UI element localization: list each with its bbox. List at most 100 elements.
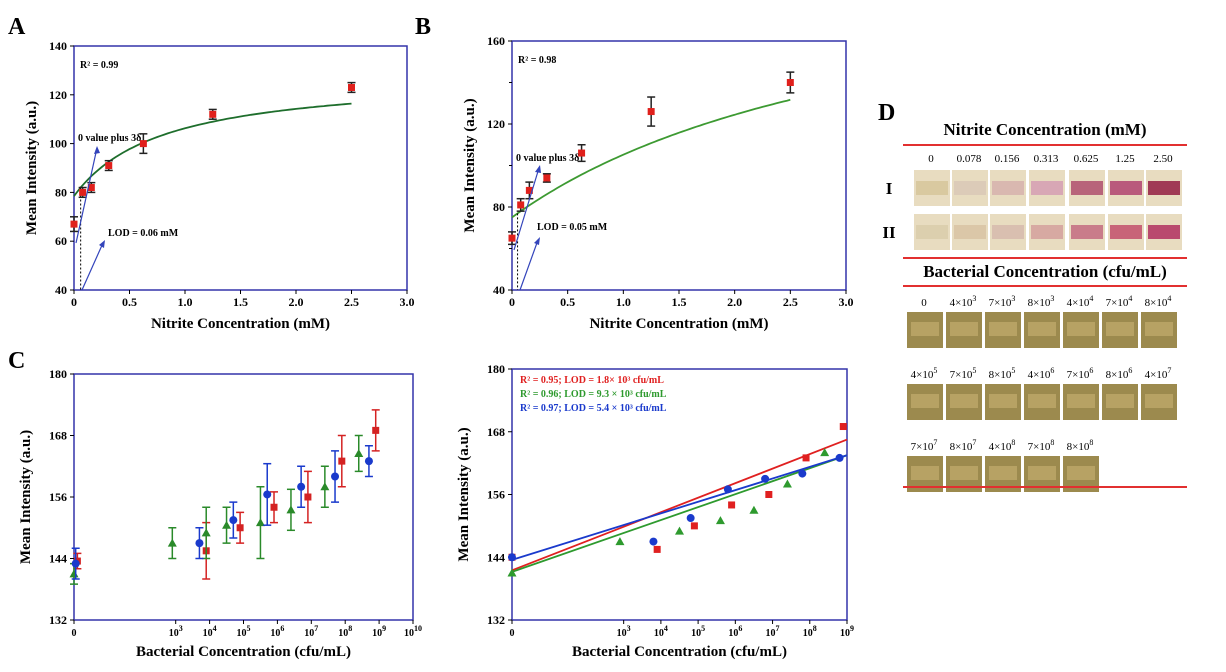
x-tick-label: 1010 — [404, 624, 422, 639]
y-tick-label: 120 — [487, 117, 505, 131]
x-tick-label: 108 — [338, 624, 352, 639]
data-point — [507, 568, 517, 577]
bacterial-level-label: 4×107 — [1145, 366, 1172, 381]
bacterial-level-label: 7×103 — [989, 294, 1016, 309]
r2-annotation: R² = 0.98 — [518, 55, 556, 66]
lod-arrowhead — [99, 240, 105, 248]
bacterial-strip-band — [1067, 322, 1095, 336]
y-axis-title: Mean Intensity (a.u.) — [456, 427, 472, 561]
x-tick-label: 107 — [766, 624, 780, 639]
data-point — [79, 188, 87, 196]
y-tick-label: 160 — [487, 34, 505, 48]
data-point — [802, 454, 810, 462]
panel-d: Nitrite Concentration (mM) 0 0.078 0.156 0.3… — [882, 120, 1187, 492]
fit-curve — [73, 102, 352, 197]
bacterial-level-label: 7×105 — [950, 366, 977, 381]
x-tick-label: 104 — [203, 624, 217, 639]
nitrite-strip-band — [1071, 225, 1103, 239]
y-tick-label: 120 — [49, 88, 67, 102]
data-point — [167, 538, 177, 547]
data-point — [263, 490, 272, 499]
x-tick-label: 0.5 — [560, 295, 575, 309]
data-point — [331, 472, 340, 481]
bacterial-strip-band — [950, 466, 978, 480]
x-tick-label: 1.5 — [672, 295, 687, 309]
x-tick-label: 2.0 — [727, 295, 742, 309]
blank-arrowhead — [94, 146, 100, 154]
data-point — [782, 479, 792, 488]
nitrite-level-label: 0.078 — [957, 153, 982, 165]
y-tick-label: 60 — [55, 234, 67, 248]
data-point — [320, 482, 330, 491]
x-axis-title: Nitrite Concentration (mM) — [589, 316, 768, 332]
data-point — [209, 110, 217, 118]
blank-arrow — [75, 147, 98, 244]
data-point — [798, 469, 807, 478]
bacterial-strip-band — [1028, 394, 1056, 408]
bacterial-strip-band — [911, 466, 939, 480]
data-point — [508, 553, 516, 562]
data-point — [201, 528, 211, 537]
y-tick-label: 40 — [493, 283, 505, 297]
nitrite-strip-band — [1071, 181, 1103, 195]
y-tick-label: 100 — [49, 137, 67, 151]
data-point — [647, 108, 655, 116]
y-tick-label: 140 — [49, 39, 67, 53]
blank-arrow — [513, 167, 540, 251]
chart-b: 0 0.5 1.0 1.5 2.0 2.5 3.0 40 80 120 160 Nitrite Con… — [462, 34, 854, 332]
data-point — [543, 174, 551, 182]
regression-line — [511, 454, 848, 573]
regression-line — [511, 438, 848, 572]
data-point — [338, 457, 346, 465]
data-point — [578, 149, 586, 157]
chart-a: 0 0.5 1.0 1.5 2.0 2.5 3.0 40 60 80 100 120 140 Nitrit… — [24, 39, 415, 332]
bacterial-level-label: 4×103 — [950, 294, 977, 309]
y-tick-label: 80 — [493, 200, 505, 214]
row-label: I — [886, 179, 893, 198]
x-tick-label: 108 — [803, 624, 817, 639]
bacterial-level-label: 7×108 — [1028, 438, 1055, 453]
data-point — [372, 426, 380, 434]
data-point — [297, 482, 306, 491]
data-point — [835, 453, 844, 462]
nitrite-strip-band — [992, 181, 1024, 195]
nitrite-strip-band — [1110, 225, 1142, 239]
data-point — [508, 234, 516, 242]
nitrite-strip-band — [954, 181, 986, 195]
bacterial-strip-band — [1145, 322, 1173, 336]
data-point — [675, 526, 684, 535]
data-point — [761, 474, 770, 483]
bacterial-level-label: 0 — [921, 297, 927, 309]
bacterial-level-label: 7×106 — [1067, 366, 1094, 381]
x-tick-label: 0.5 — [122, 295, 137, 309]
data-point — [765, 491, 773, 498]
y-axis-title: Mean Intensity (a.u.) — [462, 98, 478, 232]
bacterial-level-label: 4×108 — [989, 438, 1016, 453]
legend-entry: R² = 0.96; LOD = 9.3 × 10³ cfu/mL — [520, 389, 667, 400]
data-point — [286, 505, 296, 514]
bacterial-strip-band — [1145, 394, 1173, 408]
y-tick-label: 144 — [487, 550, 505, 564]
row-label: II — [882, 223, 896, 242]
bacterial-strip-band — [950, 394, 978, 408]
data-point — [517, 201, 525, 209]
y-tick-label: 132 — [49, 613, 67, 627]
panel-label-d: D — [878, 100, 895, 126]
data-point — [839, 423, 847, 431]
bacterial-strip-band — [989, 394, 1017, 408]
fit-curve — [511, 98, 791, 219]
chart-c-left: 0 103 104 105 106 107 108 109 1010 132 144 156 168 18… — [18, 367, 422, 660]
bacterial-strip-band — [911, 394, 939, 408]
bacterial-level-label: 8×107 — [950, 438, 977, 453]
lod-arrow — [519, 239, 539, 291]
x-tick-label: 109 — [372, 624, 386, 639]
plot-frame — [73, 45, 408, 291]
bacterial-level-label: 7×107 — [911, 438, 938, 453]
data-point — [786, 79, 794, 86]
data-point — [653, 545, 661, 553]
x-tick-label: 0 — [509, 295, 515, 309]
legend-entry: R² = 0.95; LOD = 1.8× 10³ cfu/mL — [520, 375, 664, 386]
x-tick-label: 1.0 — [178, 295, 193, 309]
x-tick-label: 0 — [71, 295, 77, 309]
x-tick-label: 0 — [72, 628, 77, 639]
